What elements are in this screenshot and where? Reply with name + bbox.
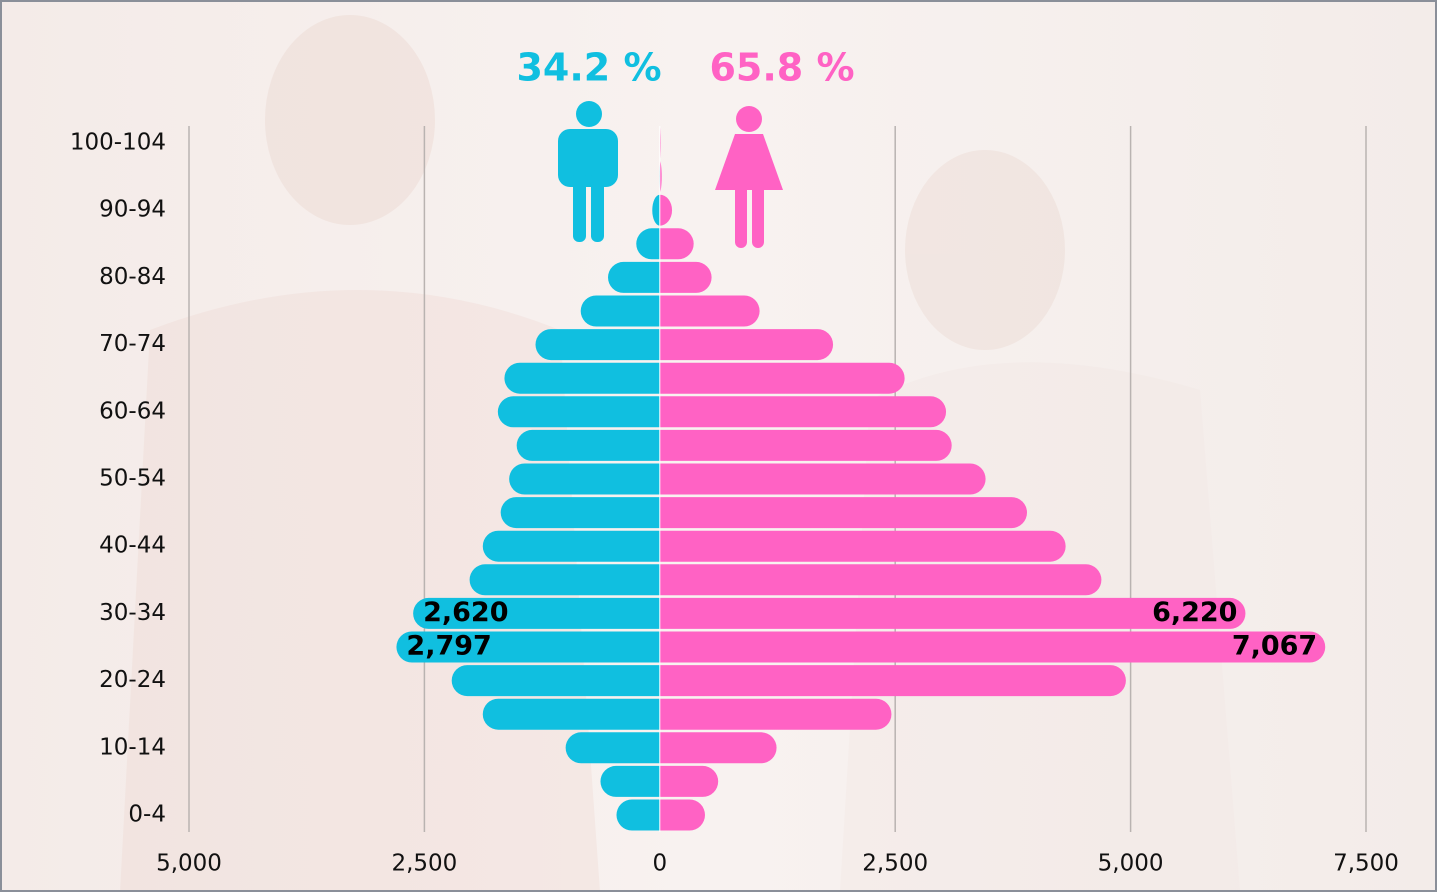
male-bar <box>600 766 659 797</box>
y-tick-label: 20-24 <box>99 667 166 693</box>
female-bar <box>660 296 760 327</box>
female-bar <box>660 228 694 259</box>
data-label: 7,067 <box>1232 631 1317 662</box>
male-bar <box>452 665 660 696</box>
female-bar <box>660 632 1325 663</box>
male-bar <box>504 363 659 394</box>
female-bar <box>660 665 1126 696</box>
y-tick-label: 60-64 <box>99 398 166 424</box>
data-label: 2,797 <box>406 631 491 662</box>
female-share: 65.8 % <box>709 46 854 90</box>
female-bar <box>660 329 833 360</box>
y-tick-label: 30-34 <box>99 600 166 626</box>
male-bar <box>608 262 660 293</box>
female-bar <box>660 430 952 461</box>
page: 5,000 2,500 0 2,500 5,000 7,500 100-104 90-94 8… <box>0 0 1437 892</box>
chart: 5,000 2,500 0 2,500 5,000 7,500 100-104 90-94 8… <box>0 0 1437 892</box>
female-bar <box>660 766 718 797</box>
data-label: 6,220 <box>1152 597 1237 628</box>
x-tick-label: 5,000 <box>156 851 222 877</box>
male-bar <box>536 329 660 360</box>
male-bar <box>581 296 660 327</box>
y-tick-label: 90-94 <box>99 197 166 223</box>
male-share: 34.2 % <box>516 46 661 90</box>
female-bar <box>660 396 946 427</box>
y-tick-label: 100-104 <box>70 130 166 156</box>
y-tick-label: 0-4 <box>128 802 166 828</box>
y-tick-label: 80-84 <box>99 264 166 290</box>
x-tick-label: 2,500 <box>862 851 928 877</box>
y-tick-label: 50-54 <box>99 466 166 492</box>
x-tick-label: 2,500 <box>391 851 457 877</box>
data-label: 2,620 <box>423 597 508 628</box>
male-bar <box>483 699 660 730</box>
y-tick-label: 10-14 <box>99 734 166 760</box>
female-bar <box>660 800 705 831</box>
male-bar <box>566 732 660 763</box>
female-bar <box>660 531 1066 562</box>
male-bar <box>509 464 660 495</box>
female-bar <box>660 564 1102 595</box>
x-tick-label: 7,500 <box>1333 851 1399 877</box>
y-tick-label: 70-74 <box>99 331 166 357</box>
male-bar <box>483 531 660 562</box>
female-bar <box>660 732 777 763</box>
male-bar <box>517 430 660 461</box>
female-bar <box>660 262 712 293</box>
male-bar <box>501 497 660 528</box>
x-tick-label: 0 <box>652 851 667 877</box>
male-bar <box>616 800 659 831</box>
male-bar <box>498 396 660 427</box>
x-tick-label: 5,000 <box>1098 851 1164 877</box>
female-bar <box>660 699 892 730</box>
y-tick-label: 40-44 <box>99 533 166 559</box>
female-bar <box>660 464 986 495</box>
female-bar <box>660 363 905 394</box>
female-bar <box>660 497 1027 528</box>
male-bar <box>470 564 660 595</box>
